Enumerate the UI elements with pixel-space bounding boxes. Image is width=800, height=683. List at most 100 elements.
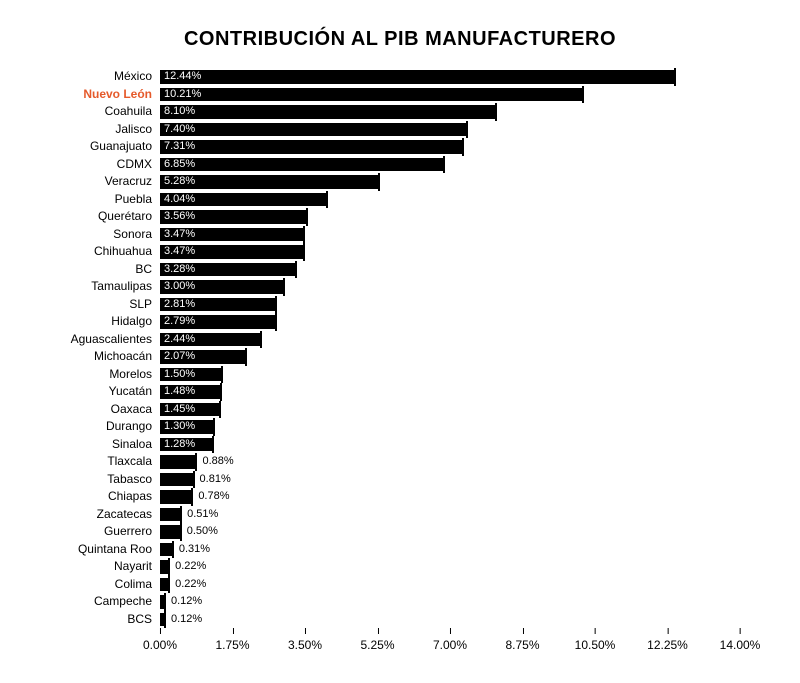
chart-value-label: 0.51% bbox=[187, 506, 218, 524]
chart-value-label: 1.28% bbox=[164, 436, 195, 454]
chart-row: Aguascalientes2.44% bbox=[160, 331, 740, 349]
chart-y-label: Yucatán bbox=[2, 383, 160, 401]
chart-x-tick: 3.50% bbox=[288, 638, 322, 652]
chart-bar bbox=[160, 560, 169, 574]
chart-value-label: 2.07% bbox=[164, 348, 195, 366]
chart-y-label: Sinaloa bbox=[2, 436, 160, 454]
chart-x-tick-mark bbox=[523, 628, 524, 634]
chart-row: Coahuila8.10% bbox=[160, 103, 740, 121]
chart-y-label: BC bbox=[2, 261, 160, 279]
chart-x-tick-mark bbox=[233, 628, 234, 634]
chart-value-label: 2.44% bbox=[164, 331, 195, 349]
chart-bar-cap bbox=[164, 611, 166, 629]
chart-y-label: Puebla bbox=[2, 191, 160, 209]
chart-value-label: 12.44% bbox=[164, 68, 201, 86]
chart-x-tick-mark bbox=[595, 628, 596, 634]
chart-row: Nuevo León10.21% bbox=[160, 86, 740, 104]
chart-row: Morelos1.50% bbox=[160, 366, 740, 384]
chart-bar bbox=[160, 123, 467, 137]
chart-bar-cap bbox=[168, 558, 170, 576]
chart-bar bbox=[160, 578, 169, 592]
chart-bar bbox=[160, 140, 463, 154]
chart-value-label: 5.28% bbox=[164, 173, 195, 191]
chart-row: CDMX6.85% bbox=[160, 156, 740, 174]
chart-value-label: 1.30% bbox=[164, 418, 195, 436]
chart-bar bbox=[160, 543, 173, 557]
chart-row: Guanajuato7.31% bbox=[160, 138, 740, 156]
chart-y-label: Tamaulipas bbox=[2, 278, 160, 296]
chart-value-label: 2.81% bbox=[164, 296, 195, 314]
chart-row: Campeche0.12% bbox=[160, 593, 740, 611]
chart-value-label: 3.47% bbox=[164, 243, 195, 261]
chart-bar bbox=[160, 595, 165, 609]
chart-y-label: Aguascalientes bbox=[2, 331, 160, 349]
chart-bar-cap bbox=[275, 313, 277, 331]
chart-x-tick: 8.75% bbox=[505, 638, 539, 652]
chart-x-tick-mark bbox=[305, 628, 306, 634]
chart-bar bbox=[160, 455, 196, 469]
chart-x-tick-mark bbox=[450, 628, 451, 634]
chart-value-label: 7.40% bbox=[164, 121, 195, 139]
chart-bar bbox=[160, 158, 444, 172]
chart-y-label: Michoacán bbox=[2, 348, 160, 366]
chart-value-label: 3.00% bbox=[164, 278, 195, 296]
chart-bar-cap bbox=[191, 488, 193, 506]
chart-bar-cap bbox=[213, 418, 215, 436]
chart-value-label: 2.79% bbox=[164, 313, 195, 331]
chart-bar-cap bbox=[378, 173, 380, 191]
chart-bar-cap bbox=[495, 103, 497, 121]
chart-row: Oaxaca1.45% bbox=[160, 401, 740, 419]
chart-bar-cap bbox=[180, 523, 182, 541]
chart-bar-cap bbox=[295, 261, 297, 279]
chart-y-label: Guanajuato bbox=[2, 138, 160, 156]
chart-bar bbox=[160, 490, 192, 504]
chart-bar bbox=[160, 508, 181, 522]
chart-x-tick: 5.25% bbox=[360, 638, 394, 652]
chart-x-tick: 0.00% bbox=[143, 638, 177, 652]
chart-row: Puebla4.04% bbox=[160, 191, 740, 209]
chart-bar-cap bbox=[172, 541, 174, 559]
chart-value-label: 3.56% bbox=[164, 208, 195, 226]
chart-y-label: Coahuila bbox=[2, 103, 160, 121]
chart-bar-cap bbox=[164, 593, 166, 611]
chart-y-label: Nuevo León bbox=[2, 86, 160, 104]
chart-bar bbox=[160, 88, 583, 102]
chart-bar-cap bbox=[283, 278, 285, 296]
chart-bar bbox=[160, 105, 496, 119]
chart-x-tick: 10.50% bbox=[575, 638, 616, 652]
chart-bar-cap bbox=[221, 366, 223, 384]
chart-row: Tabasco0.81% bbox=[160, 471, 740, 489]
chart-row: Michoacán2.07% bbox=[160, 348, 740, 366]
chart-value-label: 0.81% bbox=[200, 471, 231, 489]
chart-x-tick-mark bbox=[667, 628, 668, 634]
chart-value-label: 0.88% bbox=[202, 453, 233, 471]
chart-row: Quintana Roo0.31% bbox=[160, 541, 740, 559]
chart-x-tick: 7.00% bbox=[433, 638, 467, 652]
chart-value-label: 0.22% bbox=[175, 576, 206, 594]
chart-container: CONTRIBUCIÓN AL PIB MANUFACTURERO México… bbox=[0, 0, 800, 683]
chart-bar bbox=[160, 525, 181, 539]
chart-value-label: 0.22% bbox=[175, 558, 206, 576]
chart-row: Yucatán1.48% bbox=[160, 383, 740, 401]
chart-bar-cap bbox=[443, 156, 445, 174]
chart-y-label: Colima bbox=[2, 576, 160, 594]
chart-y-label: Morelos bbox=[2, 366, 160, 384]
chart-y-label: Veracruz bbox=[2, 173, 160, 191]
chart-value-label: 10.21% bbox=[164, 86, 201, 104]
chart-bar-cap bbox=[466, 121, 468, 139]
chart-y-label: CDMX bbox=[2, 156, 160, 174]
chart-row: Chihuahua3.47% bbox=[160, 243, 740, 261]
chart-row: BC3.28% bbox=[160, 261, 740, 279]
chart-bar bbox=[160, 473, 194, 487]
chart-value-label: 3.28% bbox=[164, 261, 195, 279]
chart-bar-cap bbox=[462, 138, 464, 156]
chart-row: SLP2.81% bbox=[160, 296, 740, 314]
chart-y-label: Sonora bbox=[2, 226, 160, 244]
chart-row: Zacatecas0.51% bbox=[160, 506, 740, 524]
chart-bar-cap bbox=[219, 401, 221, 419]
chart-row: Tlaxcala0.88% bbox=[160, 453, 740, 471]
chart-row: Veracruz5.28% bbox=[160, 173, 740, 191]
chart-title: CONTRIBUCIÓN AL PIB MANUFACTURERO bbox=[0, 28, 800, 51]
chart-bar-cap bbox=[168, 576, 170, 594]
chart-bar-cap bbox=[303, 226, 305, 244]
